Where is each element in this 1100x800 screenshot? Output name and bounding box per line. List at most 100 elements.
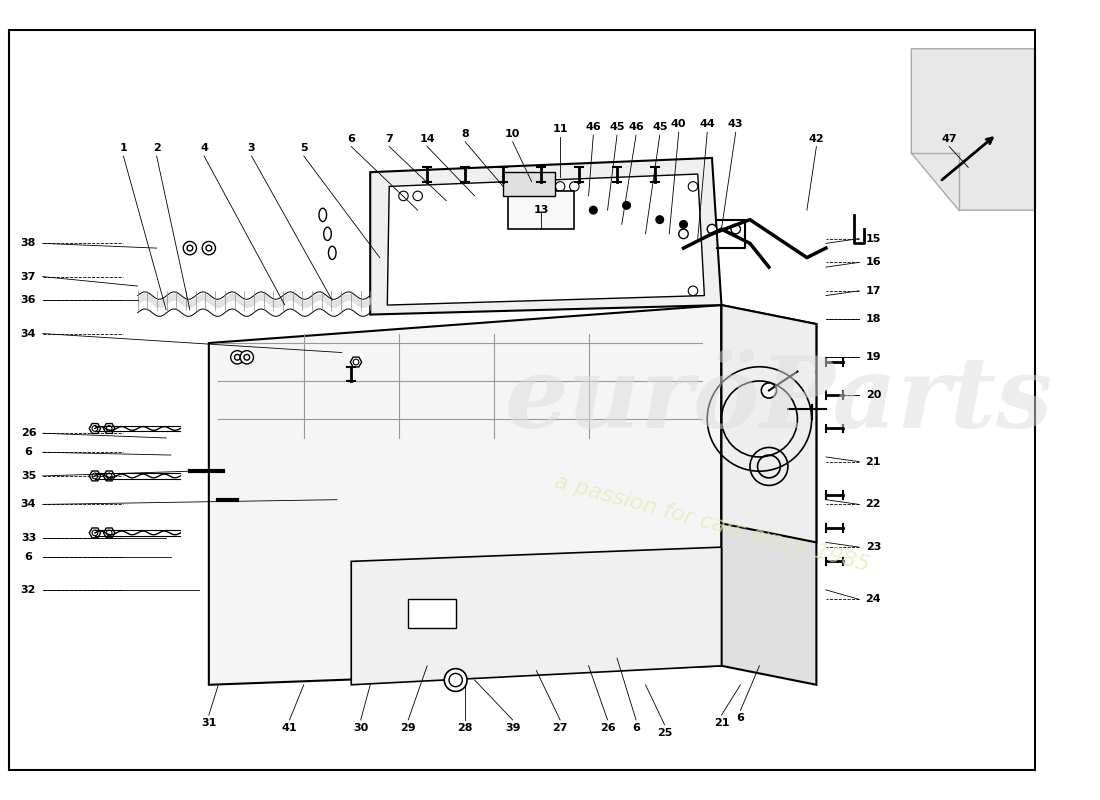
- Text: 4: 4: [200, 143, 208, 153]
- Circle shape: [92, 426, 98, 431]
- Text: 38: 38: [21, 238, 36, 248]
- Circle shape: [353, 359, 359, 365]
- Polygon shape: [89, 471, 100, 481]
- Circle shape: [244, 354, 250, 360]
- Circle shape: [398, 191, 408, 201]
- Text: 30: 30: [353, 722, 369, 733]
- Text: 39: 39: [505, 722, 520, 733]
- Text: 1: 1: [120, 143, 128, 153]
- Text: 6: 6: [632, 722, 640, 733]
- Text: 46: 46: [628, 122, 643, 132]
- Text: 3: 3: [248, 143, 255, 153]
- Polygon shape: [350, 357, 362, 367]
- Text: 21: 21: [866, 457, 881, 466]
- Circle shape: [656, 216, 663, 223]
- Text: 13: 13: [534, 205, 549, 215]
- Polygon shape: [911, 49, 1035, 210]
- Text: 34: 34: [21, 329, 36, 338]
- Text: 33: 33: [21, 533, 36, 542]
- Circle shape: [92, 473, 98, 478]
- Circle shape: [240, 350, 253, 364]
- Ellipse shape: [323, 227, 331, 241]
- Text: 35: 35: [21, 471, 36, 481]
- Text: 36: 36: [21, 295, 36, 306]
- Bar: [503, 172, 556, 196]
- Polygon shape: [103, 471, 114, 481]
- Text: 17: 17: [866, 286, 881, 296]
- Text: a passion for cars since 1985: a passion for cars since 1985: [552, 471, 872, 575]
- Text: 19: 19: [866, 352, 881, 362]
- Text: 2: 2: [153, 143, 161, 153]
- Text: 27: 27: [552, 722, 568, 733]
- Text: 41: 41: [282, 722, 297, 733]
- Text: 31: 31: [201, 718, 217, 728]
- Text: 21: 21: [714, 718, 729, 728]
- Polygon shape: [103, 528, 114, 538]
- Text: 18: 18: [866, 314, 881, 324]
- Circle shape: [761, 383, 777, 398]
- Circle shape: [680, 221, 688, 228]
- Text: euröParts: euröParts: [504, 352, 1053, 448]
- Text: 45: 45: [652, 122, 668, 132]
- Circle shape: [590, 206, 597, 214]
- Circle shape: [107, 530, 112, 536]
- Polygon shape: [89, 423, 100, 434]
- Text: 24: 24: [866, 594, 881, 604]
- Text: 10: 10: [505, 129, 520, 139]
- Circle shape: [206, 246, 211, 251]
- Circle shape: [412, 191, 422, 201]
- Polygon shape: [103, 423, 114, 434]
- Polygon shape: [387, 174, 704, 305]
- Text: 37: 37: [21, 271, 36, 282]
- Text: 20: 20: [866, 390, 881, 400]
- Text: 14: 14: [419, 134, 435, 144]
- Circle shape: [187, 246, 192, 251]
- Circle shape: [92, 530, 98, 536]
- Text: 32: 32: [21, 585, 36, 595]
- Text: 47: 47: [942, 134, 957, 144]
- Circle shape: [184, 242, 197, 254]
- Text: 25: 25: [657, 727, 672, 738]
- Circle shape: [444, 669, 468, 691]
- Circle shape: [234, 354, 240, 360]
- Text: 28: 28: [458, 722, 473, 733]
- Text: 16: 16: [866, 258, 881, 267]
- Polygon shape: [722, 305, 816, 542]
- Bar: [408, 599, 455, 628]
- Bar: [508, 191, 574, 229]
- Text: 26: 26: [600, 722, 615, 733]
- Text: 8: 8: [461, 129, 469, 139]
- Polygon shape: [351, 547, 722, 685]
- Text: 43: 43: [728, 119, 744, 130]
- Text: 46: 46: [585, 122, 602, 132]
- Text: 11: 11: [552, 124, 568, 134]
- Polygon shape: [89, 528, 100, 538]
- Text: 22: 22: [866, 499, 881, 510]
- Polygon shape: [371, 158, 722, 314]
- Text: 6: 6: [24, 447, 32, 458]
- Text: 45: 45: [609, 122, 625, 132]
- Ellipse shape: [329, 246, 337, 259]
- Circle shape: [202, 242, 216, 254]
- Circle shape: [689, 286, 697, 295]
- Text: 6: 6: [348, 134, 355, 144]
- Circle shape: [449, 674, 462, 686]
- Text: 29: 29: [400, 722, 416, 733]
- Circle shape: [679, 229, 689, 238]
- Text: 15: 15: [866, 234, 881, 244]
- Circle shape: [107, 473, 112, 478]
- Text: 6: 6: [24, 552, 32, 562]
- Text: 5: 5: [300, 143, 308, 153]
- Polygon shape: [209, 305, 722, 685]
- Text: 34: 34: [21, 499, 36, 510]
- Text: 44: 44: [700, 119, 715, 130]
- Circle shape: [107, 426, 112, 431]
- Text: 42: 42: [808, 134, 824, 144]
- Circle shape: [732, 224, 740, 234]
- Circle shape: [556, 182, 564, 191]
- Ellipse shape: [319, 208, 327, 222]
- Text: 7: 7: [385, 134, 393, 144]
- Circle shape: [570, 182, 579, 191]
- Circle shape: [707, 224, 717, 234]
- Polygon shape: [722, 305, 816, 685]
